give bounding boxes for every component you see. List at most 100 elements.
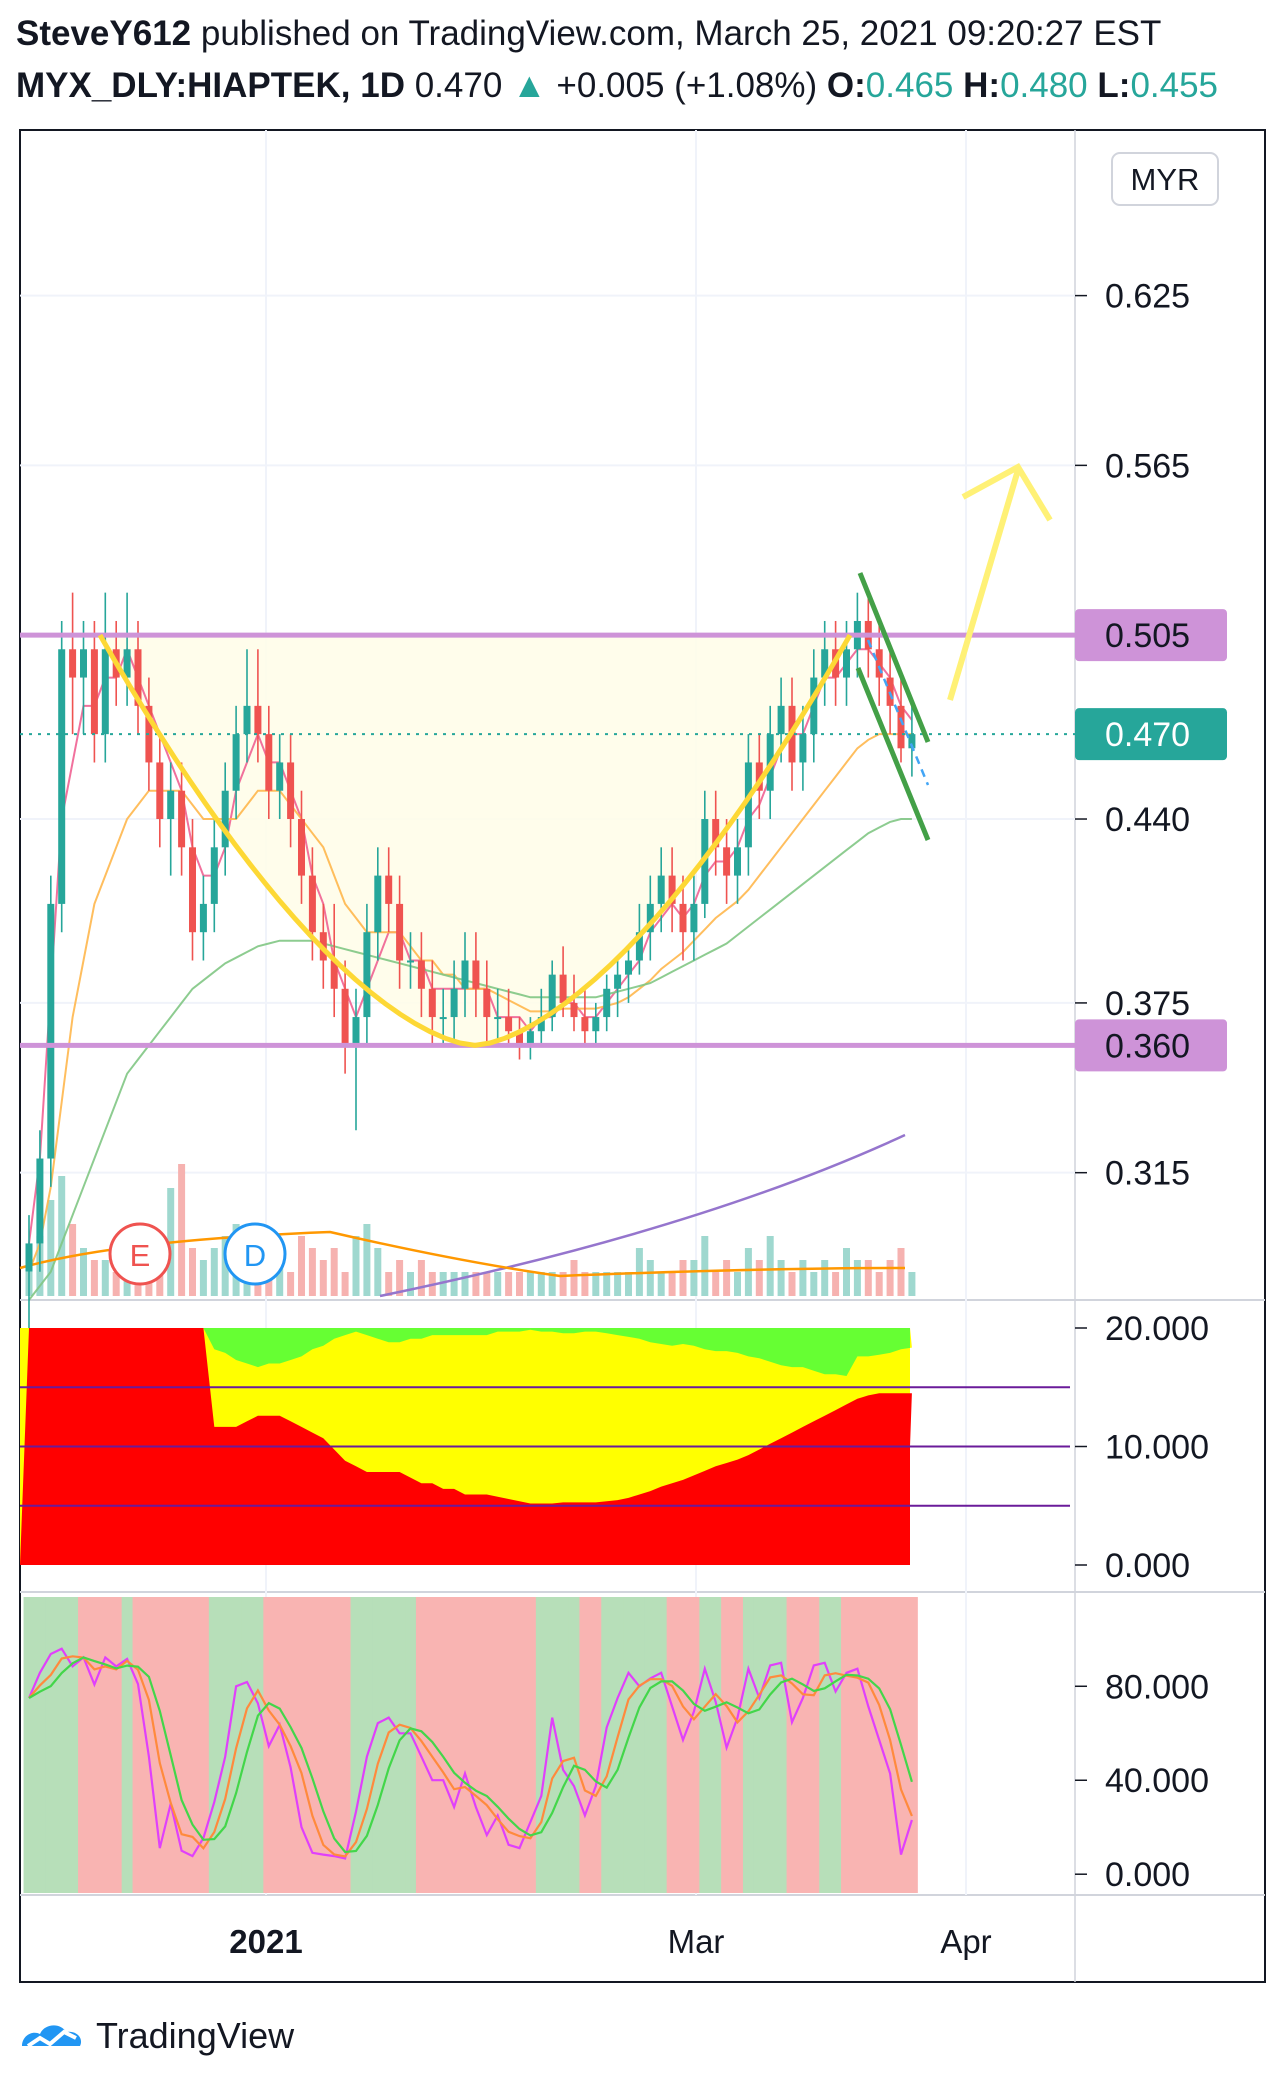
publisher-name[interactable]: SteveY612: [16, 14, 192, 53]
channel-upper-line: [857, 572, 931, 743]
volume-bar: [646, 1260, 654, 1296]
dividend-marker[interactable]: D: [223, 1222, 287, 1286]
candle-body: [417, 960, 425, 989]
stochastic-background-band: [492, 1597, 504, 1893]
stochastic-background-band: [252, 1597, 264, 1893]
stochastic-background-band: [383, 1597, 395, 1893]
candle-body: [690, 903, 698, 933]
stochastic-background-band: [56, 1597, 68, 1893]
volume-bar: [668, 1272, 676, 1296]
stochastic-background-band: [165, 1597, 177, 1893]
volume-bar: [734, 1272, 741, 1296]
candle-body: [668, 875, 676, 904]
candle-body: [330, 960, 338, 989]
volume-bar: [875, 1272, 883, 1296]
volume-bar: [516, 1272, 523, 1296]
volume-bar: [287, 1272, 295, 1296]
stochastic-background-band: [339, 1597, 352, 1893]
y-tick-label: 0.625: [1105, 278, 1190, 316]
symbol-header: MYX_DLY:HIAPTEK, 1D 0.470 ▲ +0.005 (+1.0…: [16, 66, 1266, 106]
oscillator-panel: [20, 1328, 1070, 1565]
candle-body: [570, 1002, 578, 1018]
support-label-box: [1075, 1019, 1227, 1072]
low-label: L:: [1097, 66, 1131, 105]
x-tick-label: Mar: [668, 1923, 725, 1960]
candle-body: [167, 790, 175, 820]
volume-bar: [505, 1272, 513, 1296]
stochastic-background-band: [187, 1597, 199, 1893]
candle-body: [505, 1017, 513, 1032]
candle-body: [90, 649, 98, 735]
stochastic-background-band: [110, 1597, 123, 1893]
candle-body: [363, 932, 371, 1018]
oscillator-tick-label: 20.000: [1105, 1310, 1209, 1348]
projection-dashed-line: [866, 639, 930, 786]
stochastic-background-band: [208, 1597, 221, 1893]
candle-body: [821, 649, 829, 678]
stochastic-background-band: [154, 1597, 166, 1893]
candle-body: [428, 988, 436, 1018]
volume-bar: [821, 1260, 829, 1296]
support-label: 0.360: [1105, 1027, 1190, 1065]
stochastic-background-band: [808, 1597, 820, 1893]
stochastic-background-band: [78, 1597, 90, 1893]
tradingview-logo-icon: [22, 2025, 82, 2048]
volume-bar: [690, 1260, 698, 1296]
stochastic-background-band: [405, 1597, 417, 1893]
stochastic-background-band: [99, 1597, 112, 1893]
candle-body: [603, 988, 611, 1018]
candle-body: [36, 1158, 44, 1244]
candle-body: [396, 903, 404, 961]
symbol-label[interactable]: MYX_DLY:HIAPTEK, 1D: [16, 66, 405, 105]
stochastic-background-band: [503, 1597, 515, 1893]
volume-bar: [385, 1272, 393, 1296]
volume-bar: [178, 1164, 186, 1296]
stochastic-background-band: [426, 1597, 439, 1893]
open-label: O:: [826, 66, 866, 105]
candle-body: [646, 903, 654, 933]
open-value: 0.465: [865, 66, 954, 105]
stochastic-background-band: [644, 1597, 657, 1893]
volume-bar: [886, 1260, 894, 1296]
candle-body: [559, 974, 567, 1003]
volume-bar: [570, 1260, 578, 1296]
stochastic-background-band: [655, 1597, 668, 1893]
stochastic-background-band: [851, 1597, 864, 1893]
candle-body: [232, 734, 240, 791]
long-moving-average-line: [379, 1133, 906, 1298]
candle-body: [308, 875, 316, 933]
currency-label: MYR: [1131, 162, 1200, 197]
candle-body: [298, 819, 305, 876]
tradingview-footer[interactable]: TradingView: [18, 2015, 294, 2057]
stochastic-background-band: [666, 1597, 679, 1893]
volume-bar: [352, 1236, 360, 1296]
volume-bar: [603, 1272, 611, 1296]
currency-badge[interactable]: [1111, 152, 1219, 206]
volume-bar: [526, 1272, 534, 1296]
volume-bar: [832, 1272, 840, 1296]
stochastic-background-band: [688, 1597, 700, 1893]
stochastic-background-band: [317, 1597, 330, 1893]
volume-bar: [472, 1272, 480, 1296]
candle-body: [843, 649, 850, 678]
stochastic-background-band: [514, 1597, 526, 1893]
cup-curve: [97, 633, 853, 1048]
stochastic-background-band: [732, 1597, 744, 1893]
stochastic-background-band: [481, 1597, 493, 1893]
candle-body: [581, 1017, 589, 1032]
volume-bar: [450, 1272, 458, 1296]
candle-body: [908, 734, 916, 749]
stochastic-background-band: [437, 1597, 450, 1893]
candle-body: [526, 1031, 534, 1046]
volume-bar: [701, 1236, 709, 1296]
volume-bar: [537, 1272, 545, 1296]
candle-body: [875, 649, 883, 678]
stochastic-background-band: [830, 1597, 842, 1893]
chart-canvas[interactable]: 0.505 0.360 0.470 2021 Mar Apr 0.625 0.565 0.44…: [0, 0, 1284, 2000]
volume-bar: [112, 1272, 120, 1296]
stochastic-background-band: [197, 1597, 210, 1893]
volume-bar: [657, 1272, 665, 1296]
high-value: 0.480: [1000, 66, 1088, 105]
stochastic-background-band: [710, 1597, 722, 1893]
earnings-marker[interactable]: E: [108, 1222, 172, 1286]
